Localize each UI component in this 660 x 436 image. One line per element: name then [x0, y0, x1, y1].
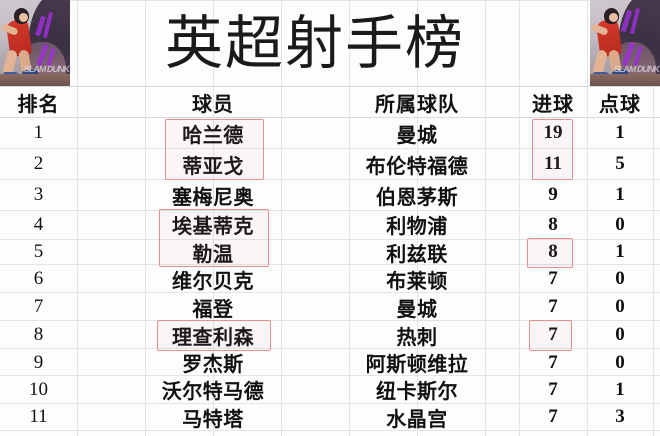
cell-player: 勒温: [192, 243, 234, 266]
cell-team: 利兹联: [386, 243, 448, 266]
cell-goals: 11: [544, 153, 562, 174]
cell-rank: 2: [33, 153, 44, 174]
cell-goals: 7: [548, 378, 558, 400]
cell-penalties: 1: [615, 122, 625, 143]
cell-penalties: 3: [615, 406, 625, 427]
cell-rank: 4: [33, 213, 44, 235]
cell-penalties: 0: [615, 268, 625, 289]
cell-rank: 10: [29, 378, 48, 400]
cell-rank: 7: [33, 296, 44, 317]
cell-goals: 7: [548, 268, 558, 289]
page-title: 英超射手榜: [164, 11, 465, 76]
cell-penalties: 0: [615, 351, 625, 373]
cell-player: 马特塔: [182, 408, 244, 431]
cell-team: 曼城: [396, 298, 438, 321]
cell-goals: 7: [548, 324, 558, 345]
cell-team: 利物浦: [386, 216, 448, 238]
cell-rank: 11: [29, 406, 48, 427]
cell-team: 布莱顿: [386, 270, 448, 293]
cell-team: 热刺: [396, 326, 438, 349]
cell-team: 纽卡斯尔: [376, 381, 458, 403]
column-header-rank: 排名: [17, 93, 60, 116]
grid-vline: [77, 0, 78, 436]
cell-team: 伯恩茅斯: [376, 186, 458, 209]
cell-rank: 5: [33, 241, 44, 262]
cell-player: 维尔贝克: [172, 270, 254, 293]
cell-goals: 8: [548, 241, 558, 262]
cell-penalties: 1: [615, 184, 625, 205]
cell-goals: 19: [543, 122, 563, 143]
cell-player: 塞梅尼奥: [172, 186, 254, 209]
cell-rank: 1: [33, 122, 44, 143]
cell-player: 埃基蒂克: [172, 216, 254, 238]
cell-penalties: 0: [615, 324, 625, 345]
cell-rank: 8: [33, 324, 44, 345]
artwork-label-right: SLAM DUNK: [612, 64, 660, 74]
column-header-player: 球员: [192, 93, 234, 116]
cell-player: 哈兰德: [182, 124, 244, 147]
cell-goals: 7: [548, 296, 558, 317]
artwork-label-left: SLAM DUNK: [22, 64, 70, 74]
cell-goals: 9: [548, 184, 558, 205]
cell-rank: 9: [33, 351, 44, 373]
cell-team: 曼城: [396, 124, 438, 147]
grid-vline: [485, 0, 486, 436]
cell-penalties: 0: [615, 213, 625, 235]
cell-player: 罗杰斯: [182, 354, 244, 376]
cell-team: 布伦特福德: [365, 155, 469, 178]
grid-hline: [0, 0, 660, 1]
column-header-goals: 进球: [532, 93, 574, 116]
cell-penalties: 1: [615, 378, 625, 400]
cell-goals: 7: [548, 406, 558, 427]
basketball-anime-image-left: SLAM DUNK: [0, 0, 70, 86]
cell-goals: 7: [548, 351, 558, 373]
grid-hline: [0, 430, 660, 431]
cell-goals: 8: [548, 213, 558, 235]
cell-player: 理查利森: [172, 326, 254, 349]
cell-rank: 3: [33, 184, 44, 205]
cell-rank: 6: [33, 268, 44, 289]
cell-penalties: 5: [615, 153, 625, 174]
column-header-penalties: 点球: [599, 93, 641, 116]
cell-penalties: 0: [615, 296, 625, 317]
cell-player: 沃尔特马德: [161, 381, 265, 403]
cell-player: 福登: [192, 298, 234, 321]
cell-player: 蒂亚戈: [182, 155, 244, 178]
cell-penalties: 1: [615, 241, 625, 262]
cell-team: 阿斯顿维拉: [365, 354, 469, 376]
cell-team: 水晶宫: [386, 408, 448, 431]
basketball-anime-image-right: SLAM DUNK: [590, 0, 660, 86]
column-header-team: 所属球队: [375, 93, 459, 116]
